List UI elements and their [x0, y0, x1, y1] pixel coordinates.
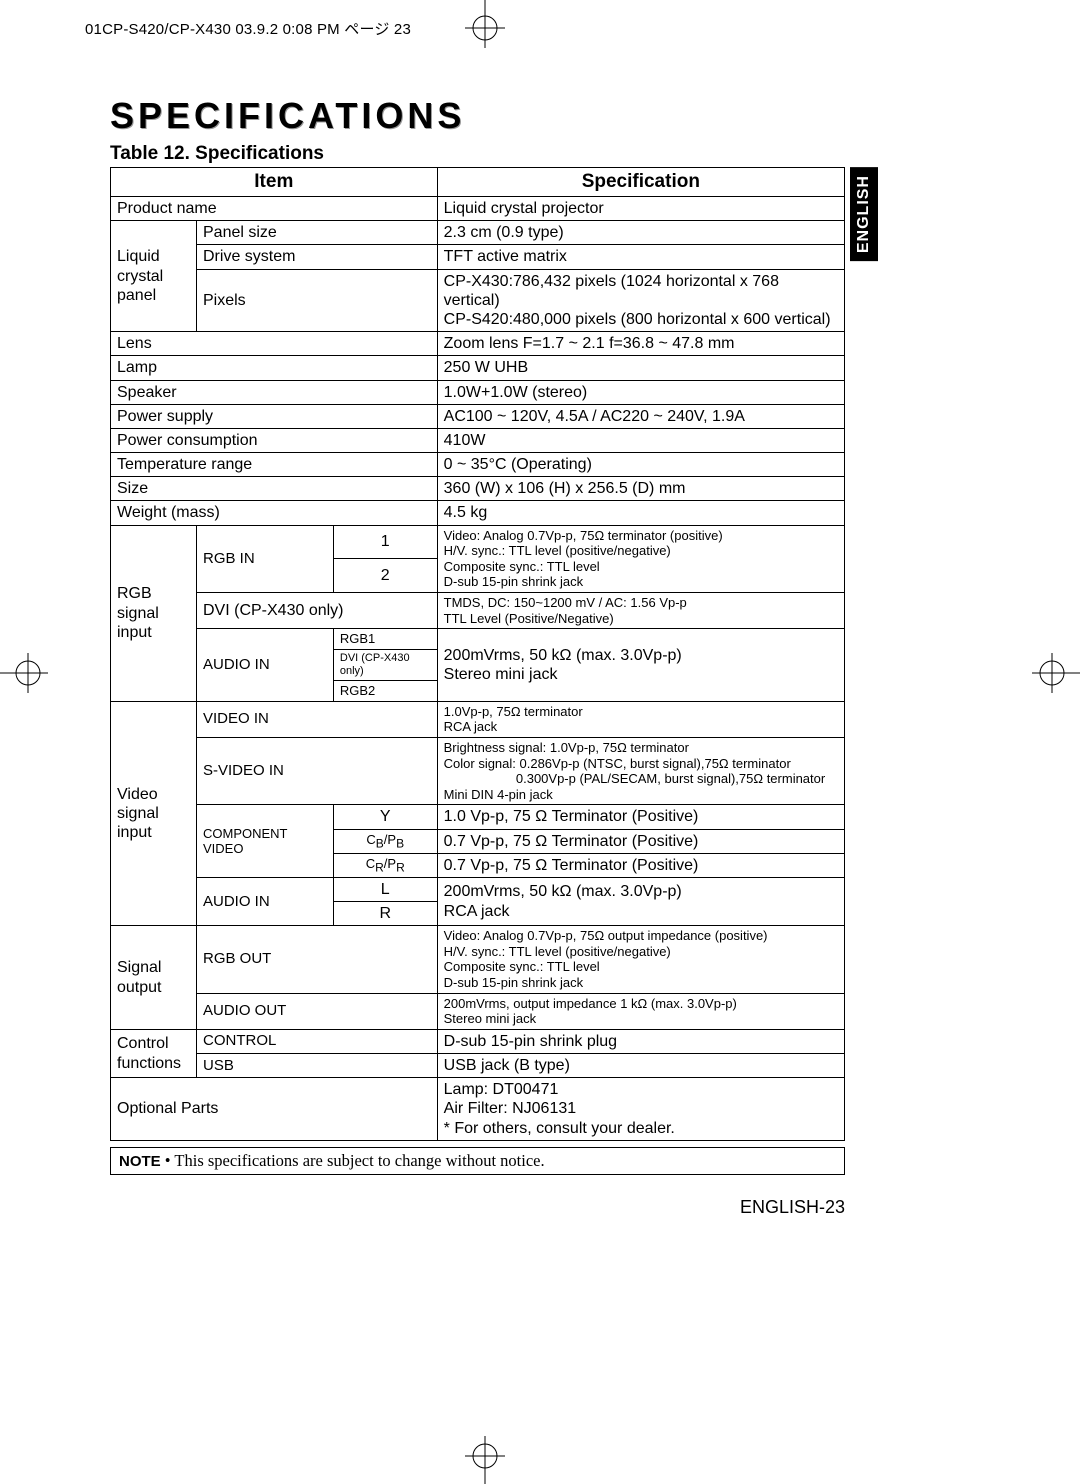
row-audio-out-l: AUDIO OUT	[197, 993, 438, 1029]
row-rgb-in-v: Video: Analog 0.7Vp-p, 75Ω terminator (p…	[437, 525, 844, 592]
row-audio-out-v: 200mVrms, output impedance 1 kΩ (max. 3.…	[437, 993, 844, 1029]
row-dvi-v: TMDS, DC: 150~1200 mV / AC: 1.56 Vp-p TT…	[437, 593, 844, 629]
row-panel-group: Liquid crystal panel	[111, 221, 197, 332]
row-comp-y-v: 1.0 Vp-p, 75 Ω Terminator (Positive)	[437, 805, 844, 829]
row-usb-v: USB jack (B type)	[437, 1054, 844, 1078]
row-audio-in-v: AUDIO IN	[197, 877, 334, 925]
row-control-v: D-sub 15-pin shrink plug	[437, 1029, 844, 1053]
row-rgb-out-l: RGB OUT	[197, 926, 438, 993]
row-signal-out: Signal output	[111, 926, 197, 1030]
specifications-table: Item Specification Product name Liquid c…	[110, 167, 845, 1141]
note-label: NOTE	[119, 1153, 161, 1170]
row-control-group: Control functions	[111, 1029, 197, 1077]
row-video-in-v: 1.0Vp-p, 75Ω terminator RCA jack	[437, 701, 844, 737]
row-audio-rgb2: RGB2	[333, 681, 437, 702]
row-comp-cb-v: 0.7 Vp-p, 75 Ω Terminator (Positive)	[437, 829, 844, 853]
row-drive-v: TFT active matrix	[437, 245, 844, 269]
crop-mark-left	[0, 648, 55, 698]
row-power-cons-l: Power consumption	[111, 428, 438, 452]
row-panel-size-v: 2.3 cm (0.9 type)	[437, 221, 844, 245]
header-item: Item	[111, 168, 438, 197]
note-text: • This specifications are subject to cha…	[165, 1151, 545, 1170]
crop-mark-bottom	[460, 1429, 510, 1484]
row-comp-cr-v: 0.7 Vp-p, 75 Ω Terminator (Positive)	[437, 853, 844, 877]
row-component: COMPONENT VIDEO	[197, 805, 334, 878]
row-speaker-l: Speaker	[111, 380, 438, 404]
row-video-group: Video signal input	[111, 701, 197, 926]
row-lamp-l: Lamp	[111, 356, 438, 380]
row-comp-y-l: Y	[333, 805, 437, 829]
row-rgb-in-1: 1	[333, 525, 437, 559]
row-audio-r: R	[333, 902, 437, 926]
row-size-l: Size	[111, 477, 438, 501]
row-svideo-l: S-VIDEO IN	[197, 737, 438, 804]
row-rgb-out-v: Video: Analog 0.7Vp-p, 75Ω output impeda…	[437, 926, 844, 993]
row-svideo-v: Brightness signal: 1.0Vp-p, 75Ω terminat…	[437, 737, 844, 804]
row-control-l: CONTROL	[197, 1029, 438, 1053]
row-audio-in-rgb: AUDIO IN	[197, 629, 334, 702]
row-dvi-l: DVI (CP-X430 only)	[197, 593, 438, 629]
page-title: SPECIFICATIONS	[110, 95, 845, 137]
row-power-supply-v: AC100 ~ 120V, 4.5A / AC220 ~ 240V, 1.9A	[437, 404, 844, 428]
row-rgb-in: RGB IN	[197, 525, 334, 592]
row-audio-l: L	[333, 877, 437, 901]
row-lens-v: Zoom lens F=1.7 ~ 2.1 f=36.8 ~ 47.8 mm	[437, 332, 844, 356]
header-spec: Specification	[437, 168, 844, 197]
row-temp-l: Temperature range	[111, 453, 438, 477]
row-weight-l: Weight (mass)	[111, 501, 438, 525]
row-weight-v: 4.5 kg	[437, 501, 844, 525]
row-rgb-group: RGB signal input	[111, 525, 197, 701]
row-product-name-l: Product name	[111, 197, 438, 221]
row-speaker-v: 1.0W+1.0W (stereo)	[437, 380, 844, 404]
row-panel-size-l: Panel size	[197, 221, 438, 245]
row-comp-cb-l: CB/PB	[333, 829, 437, 853]
row-optional-v: Lamp: DT00471 Air Filter: NJ06131 * For …	[437, 1078, 844, 1141]
row-power-cons-v: 410W	[437, 428, 844, 452]
row-audio-dvi: DVI (CP-X430 only)	[333, 649, 437, 680]
row-rgb-in-2: 2	[333, 559, 437, 593]
row-size-v: 360 (W) x 106 (H) x 256.5 (D) mm	[437, 477, 844, 501]
row-audio-rgb1: RGB1	[333, 629, 437, 650]
row-power-supply-l: Power supply	[111, 404, 438, 428]
row-temp-v: 0 ~ 35°C (Operating)	[437, 453, 844, 477]
crop-mark-right	[1025, 648, 1080, 698]
row-usb-l: USB	[197, 1054, 438, 1078]
print-header: 01CP-S420/CP-X430 03.9.2 0:08 PM ページ 23	[85, 18, 411, 39]
page-number: ENGLISH-23	[110, 1197, 845, 1218]
note-box: NOTE • This specifications are subject t…	[110, 1147, 845, 1175]
row-pixels-v: CP-X430:786,432 pixels (1024 horizontal …	[437, 269, 844, 332]
row-lamp-v: 250 W UHB	[437, 356, 844, 380]
row-drive-l: Drive system	[197, 245, 438, 269]
table-caption: Table 12. Specifications	[110, 143, 845, 165]
row-lens-l: Lens	[111, 332, 438, 356]
row-comp-cr-l: CR/PR	[333, 853, 437, 877]
row-pixels-l: Pixels	[197, 269, 438, 332]
crop-mark-top	[460, 0, 510, 55]
row-product-name-v: Liquid crystal projector	[437, 197, 844, 221]
row-audio-rgb-v: 200mVrms, 50 kΩ (max. 3.0Vp-p) Stereo mi…	[437, 629, 844, 702]
row-video-in-l: VIDEO IN	[197, 701, 438, 737]
row-audio-v-v: 200mVrms, 50 kΩ (max. 3.0Vp-p) RCA jack	[437, 877, 844, 925]
language-tab: ENGLISH	[850, 167, 878, 261]
row-optional-l: Optional Parts	[111, 1078, 438, 1141]
